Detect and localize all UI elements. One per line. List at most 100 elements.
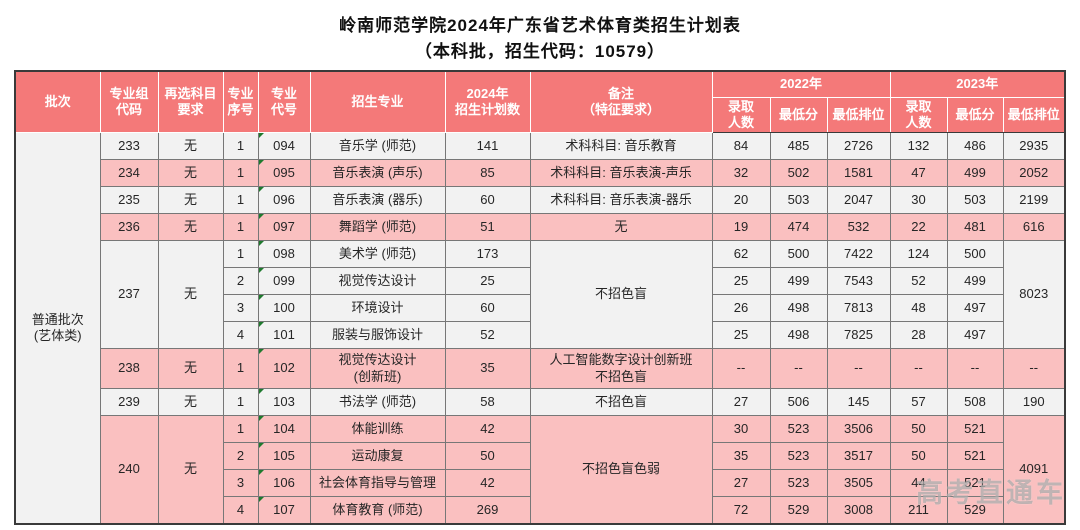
cell-min-score-2023: 503 (946, 186, 1004, 214)
cell-group-code: 240 (99, 415, 159, 524)
cell-major-name: 书法学 (师范) (309, 388, 446, 416)
cell-major-name: 音乐学 (师范) (309, 132, 446, 160)
cell-min-score-2023: 497 (946, 294, 1004, 322)
cell-admitted-2022: 20 (711, 186, 771, 214)
cell-major-code: 103 (257, 388, 311, 416)
cell-min-rank-2022: 3008 (826, 496, 891, 524)
cell-major-name: 体能训练 (309, 415, 446, 443)
cell-plan-2024: 60 (444, 186, 531, 214)
cell-admitted-2022: 72 (711, 496, 771, 524)
cell-admitted-2022: 26 (711, 294, 771, 322)
cell-admitted-2023: 48 (889, 294, 948, 322)
cell-major-name: 社会体育指导与管理 (309, 469, 446, 497)
cell-min-rank-2022: 7813 (826, 294, 891, 322)
cell-major-seq: 4 (222, 496, 259, 524)
cell-group-code: 236 (99, 213, 159, 241)
cell-admitted-2023: 132 (889, 132, 948, 160)
admission-plan-table: 批次 专业组 代码 再选科目 要求 专业 序号 专业 代号 招生专业 2024年… (14, 70, 1067, 525)
cell-min-rank-2023: 4091 (1002, 415, 1066, 524)
cell-major-code: 101 (257, 321, 311, 349)
cell-remark: 无 (529, 213, 713, 241)
cell-min-score-2023: 508 (946, 388, 1004, 416)
cell-min-score-2023: 521 (946, 415, 1004, 443)
table-row: 3 100 环境设计 60 26 498 7813 48 497 (15, 294, 1065, 322)
cell-subject-req: 无 (157, 388, 224, 416)
col-header-plan-2024: 2024年 招生计划数 (444, 70, 531, 133)
cell-major-code: 099 (257, 267, 311, 295)
cell-min-rank-2023: 8023 (1002, 240, 1066, 349)
cell-min-score-2023: 500 (946, 240, 1004, 268)
cell-admitted-2022: -- (711, 348, 771, 389)
cell-min-rank-2022: 3517 (826, 442, 891, 470)
cell-min-rank-2023: 2935 (1002, 132, 1066, 160)
header-row-top: 批次 专业组 代码 再选科目 要求 专业 序号 专业 代号 招生专业 2024年… (14, 70, 1066, 133)
cell-min-rank-2023: 190 (1002, 388, 1066, 416)
col-header-group-code: 专业组 代码 (99, 70, 159, 133)
cell-min-score-2022: 498 (769, 321, 828, 349)
cell-admitted-2023: 22 (889, 213, 948, 241)
cell-admitted-2023: 50 (889, 415, 948, 443)
col-header-min-score-2023: 最低分 (946, 96, 1004, 133)
cell-min-score-2023: 499 (946, 267, 1004, 295)
cell-subject-req: 无 (157, 186, 224, 214)
cell-min-rank-2022: 1581 (826, 159, 891, 187)
cell-admitted-2023: 124 (889, 240, 948, 268)
cell-min-rank-2023: 616 (1002, 213, 1066, 241)
table-row: 238 无 1 102 视觉传达设计 (创新班) 35 人工智能数字设计创新班 … (15, 348, 1066, 389)
title-block: 岭南师范学院2024年广东省艺术体育类招生计划表 （本科批，招生代码：10579… (0, 13, 1080, 64)
cell-admitted-2023: -- (889, 348, 948, 389)
cell-plan-2024: 58 (444, 388, 531, 416)
cell-admitted-2022: 30 (711, 415, 771, 443)
cell-plan-2024: 25 (444, 267, 531, 295)
cell-major-code: 100 (257, 294, 311, 322)
cell-plan-2024: 173 (444, 240, 531, 268)
cell-major-name: 美术学 (师范) (309, 240, 446, 268)
cell-remark: 人工智能数字设计创新班 不招色盲 (529, 348, 713, 389)
cell-min-score-2023: 481 (946, 213, 1004, 241)
table-row: 240 无 1 104 体能训练 42 不招色盲色弱 30 523 3506 5… (15, 415, 1066, 524)
table-row: 239 无 1 103 书法学 (师范) 58 不招色盲 27 506 145 … (15, 388, 1066, 416)
cell-major-name: 运动康复 (309, 442, 446, 470)
cell-min-score-2022: 523 (769, 442, 828, 470)
header-row-sub: 录取 人数 最低分 最低排位 录取 人数 最低分 最低排位 (15, 96, 1066, 133)
cell-admitted-2023: 47 (889, 159, 948, 187)
cell-group-code: 239 (99, 388, 159, 416)
cell-major-name: 服装与服饰设计 (309, 321, 446, 349)
cell-plan-2024: 42 (444, 469, 531, 497)
cell-remark: 不招色盲色弱 (529, 415, 713, 524)
cell-min-score-2023: 486 (946, 132, 1004, 160)
col-header-admitted-2022: 录取 人数 (711, 96, 771, 133)
col-header-remark: 备注 （特征要求） (529, 70, 713, 133)
cell-remark: 术科科目: 音乐教育 (529, 132, 713, 160)
cell-major-name: 环境设计 (309, 294, 446, 322)
table-row: 4 107 体育教育 (师范) 269 72 529 3008 211 529 (15, 496, 1065, 524)
cell-major-seq: 2 (222, 267, 259, 295)
table-row: 236 无 1 097 舞蹈学 (师范) 51 无 19 474 532 22 … (15, 213, 1066, 241)
col-header-year-2023: 2023年 (889, 70, 1066, 98)
cell-min-score-2023: 521 (946, 469, 1004, 497)
cell-plan-2024: 50 (444, 442, 531, 470)
cell-major-code: 097 (257, 213, 311, 241)
cell-min-rank-2022: 2047 (826, 186, 891, 214)
cell-plan-2024: 269 (444, 496, 531, 524)
cell-major-name: 视觉传达设计 (创新班) (309, 348, 446, 389)
cell-batch: 普通批次 (艺体类) (14, 132, 101, 524)
cell-min-score-2022: 500 (769, 240, 828, 268)
cell-major-code: 104 (257, 415, 311, 443)
cell-admitted-2022: 27 (711, 388, 771, 416)
cell-min-rank-2022: 7543 (826, 267, 891, 295)
col-header-min-rank-2022: 最低排位 (826, 96, 891, 133)
cell-admitted-2023: 52 (889, 267, 948, 295)
table-row: 235 无 1 096 音乐表演 (器乐) 60 术科科目: 音乐表演-器乐 2… (15, 186, 1066, 214)
cell-major-code: 107 (257, 496, 311, 524)
cell-min-score-2022: 529 (769, 496, 828, 524)
cell-min-rank-2022: 2726 (826, 132, 891, 160)
cell-min-score-2022: 499 (769, 267, 828, 295)
cell-major-code: 102 (257, 348, 311, 389)
table-row: 2 105 运动康复 50 35 523 3517 50 521 (15, 442, 1065, 470)
table-row: 3 106 社会体育指导与管理 42 27 523 3505 44 521 (15, 469, 1065, 497)
cell-major-seq: 1 (222, 240, 259, 268)
table-row: 4 101 服装与服饰设计 52 25 498 7825 28 497 (15, 321, 1065, 349)
cell-min-score-2022: 498 (769, 294, 828, 322)
cell-min-score-2022: 503 (769, 186, 828, 214)
